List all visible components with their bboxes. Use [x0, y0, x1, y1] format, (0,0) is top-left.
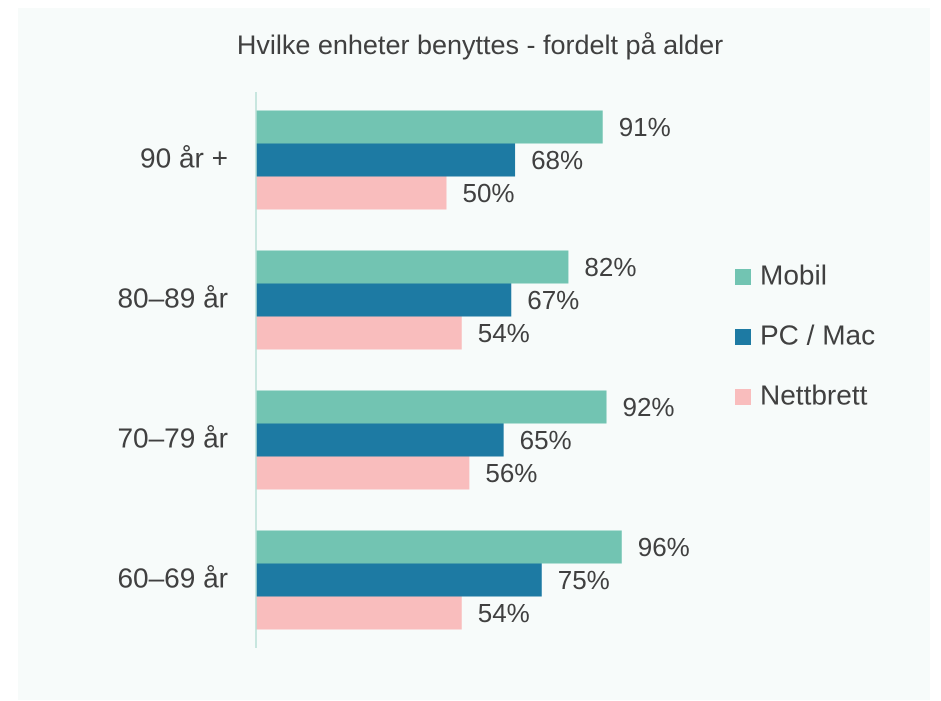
legend-label: Nettbrett — [760, 379, 868, 410]
value-label: 56% — [485, 458, 537, 488]
category-label: 60–69 år — [117, 562, 228, 593]
legend-swatch — [735, 329, 751, 345]
chart-title: Hvilke enheter benyttes - fordelt på ald… — [237, 30, 723, 60]
legend-label: Mobil — [760, 259, 827, 290]
category-label: 70–79 år — [117, 422, 228, 453]
bar — [256, 596, 462, 630]
bar — [256, 390, 607, 424]
value-label: 67% — [527, 285, 579, 315]
bar — [256, 283, 512, 317]
value-label: 65% — [520, 425, 572, 455]
category-label: 80–89 år — [117, 282, 228, 313]
bar — [256, 423, 504, 457]
legend-label: PC / Mac — [760, 319, 875, 350]
bar — [256, 143, 516, 177]
value-label: 91% — [619, 112, 671, 142]
bar — [256, 176, 447, 210]
bar — [256, 250, 569, 284]
bar — [256, 316, 462, 350]
bar — [256, 110, 603, 144]
bar — [256, 563, 542, 597]
value-label: 96% — [638, 532, 690, 562]
value-label: 68% — [531, 145, 583, 175]
category-label: 90 år + — [140, 142, 228, 173]
legend-swatch — [735, 389, 751, 405]
bar — [256, 456, 470, 490]
value-label: 54% — [478, 598, 530, 628]
legend-swatch — [735, 269, 751, 285]
value-label: 82% — [584, 252, 636, 282]
value-label: 92% — [623, 392, 675, 422]
value-label: 50% — [463, 178, 515, 208]
value-label: 75% — [558, 565, 610, 595]
value-label: 54% — [478, 318, 530, 348]
bar — [256, 530, 622, 564]
